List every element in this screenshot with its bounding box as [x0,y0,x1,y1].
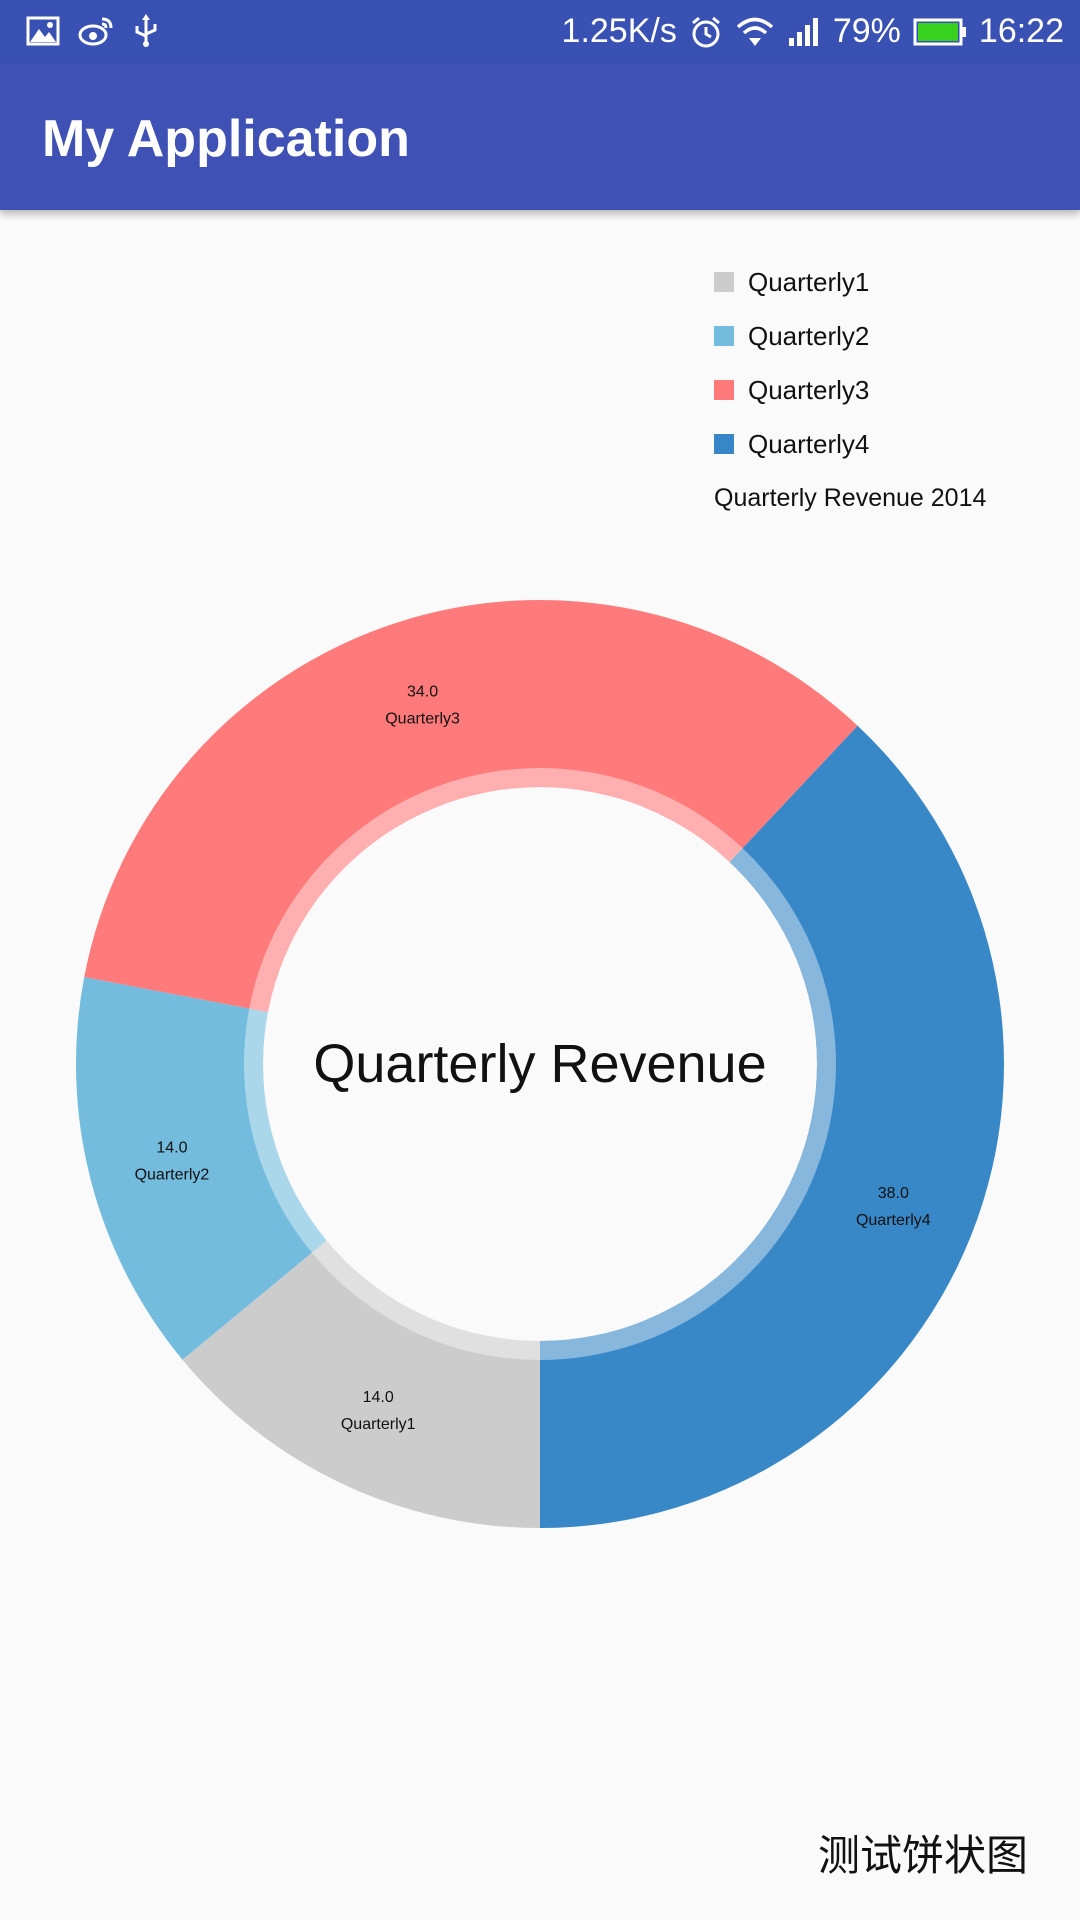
slice-value-label: 38.0 [878,1185,909,1202]
legend-item-quarterly1: Quarterly1 [714,262,869,302]
status-notification-icons [26,14,160,48]
inner-ring-quarterly1 [311,1240,540,1360]
gallery-icon [26,16,60,46]
legend-label: Quarterly4 [748,428,870,459]
legend-item-quarterly2: Quarterly2 [714,316,869,356]
slice-name-label: Quarterly2 [135,1167,210,1184]
inner-ring-quarterly2 [244,1008,327,1253]
donut-hole [263,787,817,1341]
clock: 16:22 [978,12,1064,50]
network-speed: 1.25K/s [561,12,677,50]
legend-item-quarterly3: Quarterly3 [714,370,869,410]
legend-item-quarterly4: Quarterly4 [714,424,869,464]
legend-title: Quarterly Revenue 2014 [714,484,987,512]
legend-swatch [714,434,734,454]
status-bar: 1.25K/s 79% 16:22 [0,0,1080,63]
slice-name-label: Quarterly3 [385,711,460,728]
app-bar: My Application [0,63,1080,210]
slice-name-label: Quarterly4 [856,1212,931,1229]
status-system-info: 1.25K/s 79% 16:22 [562,0,1064,63]
center-text: Quarterly Revenue [313,1034,766,1094]
battery-percent: 79% [832,12,901,50]
inner-ring-quarterly4 [540,848,836,1360]
app-title: My Application [42,110,410,168]
battery-icon [913,18,966,45]
footer-label: 测试饼状图 [817,1831,1028,1880]
inner-ring-quarterly3 [249,768,743,1013]
signal-icon [788,17,818,46]
legend-label: Quarterly1 [748,266,870,297]
slice-value-label: 14.0 [156,1140,187,1157]
weibo-icon [78,17,113,46]
legend-swatch [714,380,734,400]
alarm-icon [691,16,720,47]
slice-value-label: 14.0 [363,1389,394,1406]
legend-swatch [714,326,734,346]
wifi-icon [736,17,774,46]
slice-value-label: 34.0 [407,684,438,701]
legend-swatch [714,272,734,292]
legend-label: Quarterly3 [748,374,870,405]
slice-name-label: Quarterly1 [341,1416,416,1433]
legend-label: Quarterly2 [748,320,870,351]
usb-icon [135,14,157,47]
